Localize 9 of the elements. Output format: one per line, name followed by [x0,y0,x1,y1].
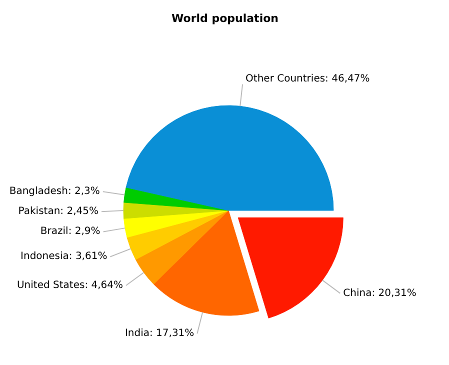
slice-label: Brazil: 2,9% [40,226,100,238]
slice-label: India: 17,31% [124,328,194,340]
slice-label: Pakistan: 2,45% [18,206,99,218]
slice-label: Bangladesh: 2,3% [9,186,100,198]
slice-label: United States: 4,64% [16,280,124,292]
chart-title: World population [172,12,278,25]
slice-label: China: 20,31% [343,288,416,299]
slice-label: Indonesia: 3,61% [20,251,108,262]
slice-label: Other Countries: 46,47% [246,73,370,84]
